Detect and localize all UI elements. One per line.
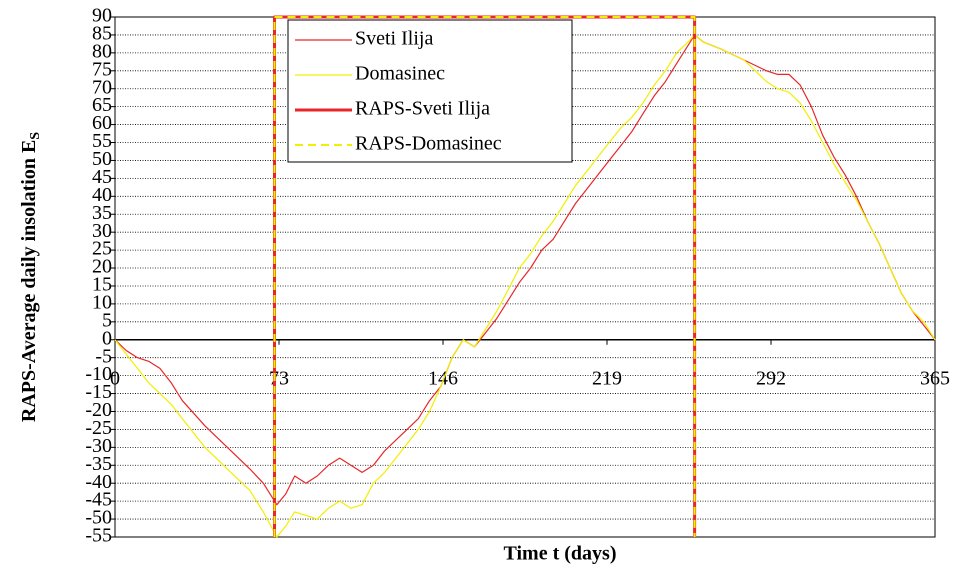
y-tick-label: 35	[92, 202, 112, 224]
x-tick-label: 0	[110, 367, 120, 389]
y-tick-label: -40	[85, 471, 112, 493]
y-tick-label: 85	[92, 23, 112, 45]
y-tick-label: 90	[92, 5, 112, 27]
x-tick-label: 292	[756, 367, 786, 389]
x-tick-label: 146	[428, 367, 458, 389]
y-tick-label: 5	[102, 309, 112, 331]
y-tick-label: -50	[85, 507, 112, 529]
x-tick-label: 73	[269, 367, 289, 389]
y-tick-label: -15	[85, 381, 112, 403]
legend-label: RAPS-Domasinec	[355, 133, 502, 155]
series-line	[114, 34, 936, 506]
x-tick-label: 365	[920, 367, 950, 389]
x-tick-label: 219	[592, 367, 622, 389]
y-tick-label: 65	[92, 94, 112, 116]
y-tick-label: 25	[92, 238, 112, 260]
series-line	[114, 34, 936, 538]
y-tick-label: -20	[85, 399, 112, 421]
y-tick-label: 30	[92, 220, 112, 242]
y-tick-label: 10	[92, 291, 112, 313]
legend-label: RAPS-Sveti Ilija	[355, 98, 490, 120]
y-tick-label: 40	[92, 184, 112, 206]
y-tick-label: -35	[85, 453, 112, 475]
y-tick-label: 0	[102, 327, 112, 349]
legend-box	[287, 19, 573, 163]
y-tick-label: -25	[85, 417, 112, 439]
y-tick-label: 55	[92, 130, 112, 152]
y-axis-title-subscript: S	[28, 132, 43, 140]
y-axis-title: RAPS-Average daily insolation ES	[18, 132, 44, 422]
legend: Sveti Ilija Domasinec RAPS-Sveti Ilija RAPS…	[287, 19, 573, 163]
y-tick-label: 70	[92, 76, 112, 98]
y-tick-label: 50	[92, 148, 112, 170]
y-tick-label: -10	[85, 363, 112, 385]
y-tick-label: 80	[92, 40, 112, 62]
legend-label: Domasinec	[355, 63, 445, 85]
y-tick-label: -55	[85, 525, 112, 547]
y-tick-label: -30	[85, 435, 112, 457]
y-tick-label: 75	[92, 58, 112, 80]
series-line	[273, 16, 696, 537]
y-tick-label: 20	[92, 256, 112, 278]
y-tick-label: -5	[95, 345, 112, 367]
legend-label: Sveti Ilija	[355, 28, 433, 50]
y-tick-label: 45	[92, 166, 112, 188]
y-tick-label: -45	[85, 489, 112, 511]
y-tick-label: 15	[92, 274, 112, 296]
y-axis-title-main: RAPS-Average daily insolation E	[18, 140, 40, 422]
y-tick-label: 60	[92, 112, 112, 134]
x-axis-title: Time t (days)	[504, 543, 617, 565]
